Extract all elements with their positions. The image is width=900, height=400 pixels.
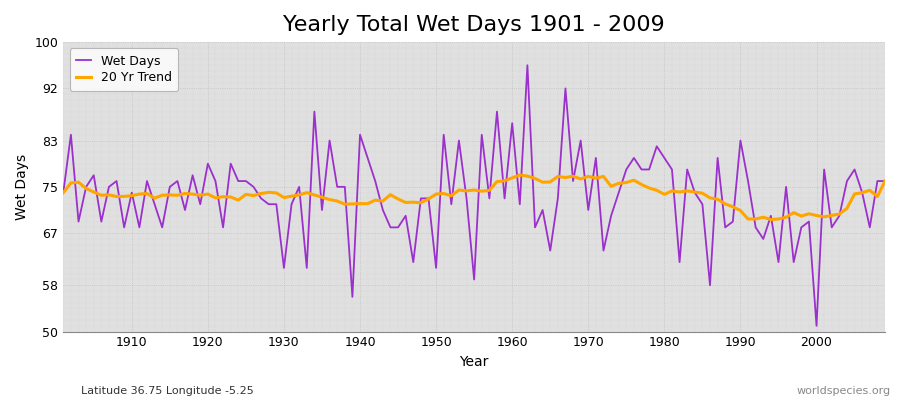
X-axis label: Year: Year (460, 355, 489, 369)
Text: Latitude 36.75 Longitude -5.25: Latitude 36.75 Longitude -5.25 (81, 386, 254, 396)
Wet Days (811, 323, 822, 328)
Wet Days (119, 225, 130, 230)
Wet Days (332, 184, 343, 189)
Wet Days (522, 63, 533, 68)
Wet Days (879, 179, 890, 184)
Legend: Wet Days, 20 Yr Trend: Wet Days, 20 Yr Trend (69, 48, 178, 91)
Line: 20 Yr Trend: 20 Yr Trend (63, 175, 885, 220)
Y-axis label: Wet Days: Wet Days (15, 154, 29, 220)
20 Yr Trend (500, 178, 510, 183)
20 Yr Trend (58, 190, 68, 195)
20 Yr Trend (286, 194, 297, 198)
Wet Days (606, 213, 616, 218)
Wet Days (500, 196, 510, 201)
20 Yr Trend (606, 184, 616, 189)
20 Yr Trend (119, 194, 130, 199)
20 Yr Trend (766, 217, 777, 222)
Title: Yearly Total Wet Days 1901 - 2009: Yearly Total Wet Days 1901 - 2009 (284, 15, 665, 35)
20 Yr Trend (879, 179, 890, 184)
Text: worldspecies.org: worldspecies.org (796, 386, 891, 396)
Line: Wet Days: Wet Days (63, 65, 885, 326)
20 Yr Trend (332, 199, 343, 204)
Wet Days (507, 121, 517, 126)
Wet Days (286, 202, 297, 207)
Wet Days (58, 190, 68, 195)
20 Yr Trend (507, 176, 517, 180)
20 Yr Trend (515, 172, 526, 177)
